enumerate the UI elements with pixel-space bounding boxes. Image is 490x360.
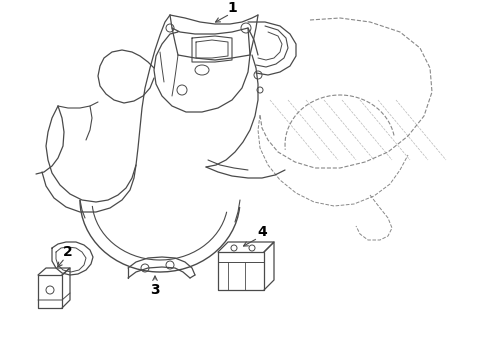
Text: 1: 1 (227, 1, 237, 15)
Text: 4: 4 (257, 225, 267, 239)
Text: 2: 2 (63, 245, 73, 259)
Text: 3: 3 (150, 283, 160, 297)
